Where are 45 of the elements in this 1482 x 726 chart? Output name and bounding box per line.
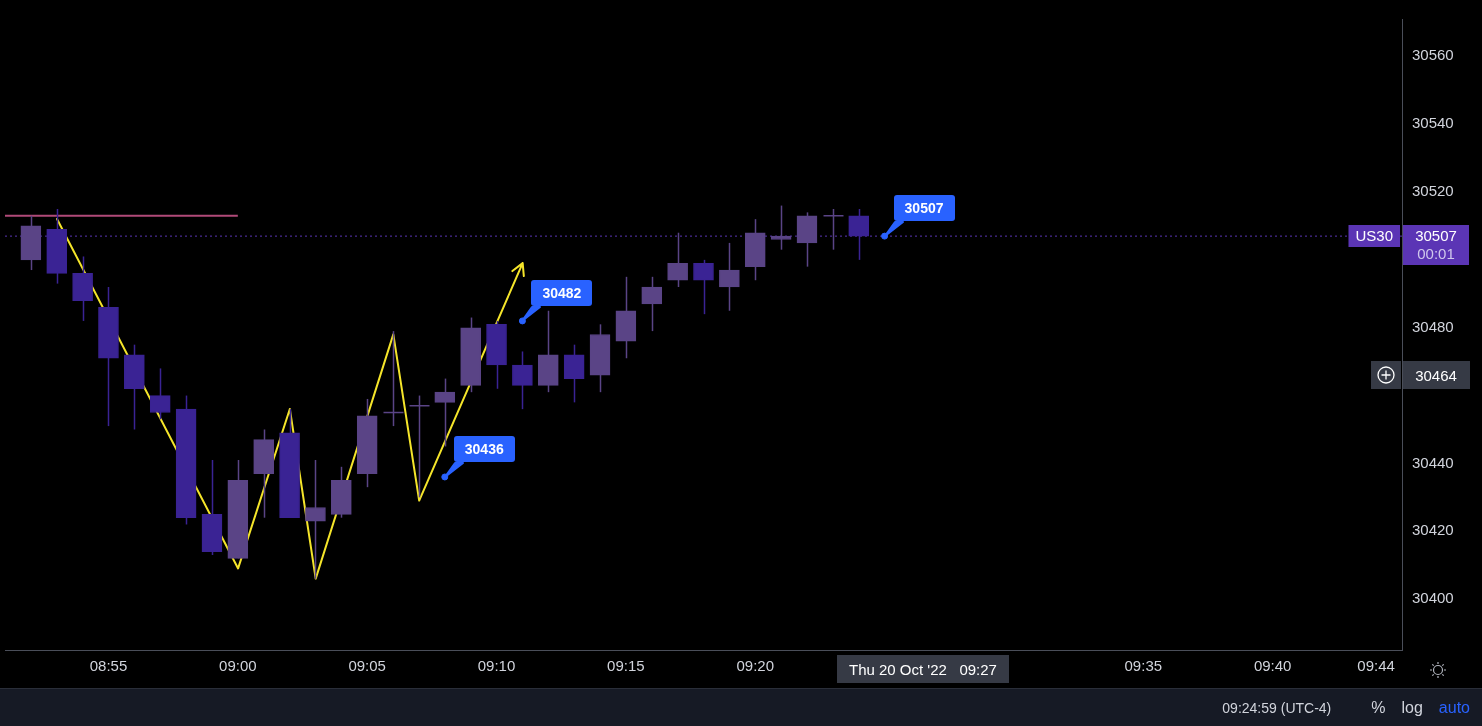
candlestick — [719, 242, 740, 312]
x-tick-label: 09:40 — [1253, 657, 1292, 675]
x-tick-label: 08:55 — [89, 657, 128, 675]
candlestick — [693, 259, 714, 315]
candlestick — [563, 343, 585, 404]
y-tick-label: 30480 — [1412, 317, 1454, 335]
candlestick — [822, 208, 845, 251]
x-tick-label: 09:44 — [1357, 657, 1395, 675]
point — [881, 232, 889, 240]
x-tick-label: 09:35 — [1124, 657, 1163, 675]
data-label: 30482 — [531, 279, 593, 306]
candlestick — [770, 204, 792, 251]
point — [441, 473, 449, 481]
text: 00:01 — [1417, 245, 1455, 263]
data-label: 30507 — [893, 195, 955, 222]
x-tick-label: 09:00 — [219, 657, 257, 675]
text: 30464 — [1402, 361, 1470, 389]
candlestick — [408, 394, 431, 499]
x-tick-label: 09:20 — [736, 657, 775, 675]
candlestick — [667, 231, 688, 288]
data-label: 30436 — [453, 435, 515, 462]
text: % — [1371, 698, 1386, 717]
candlestick — [149, 367, 171, 421]
y-tick-label: 30560 — [1412, 46, 1454, 64]
x-tick-label: 09:05 — [348, 657, 386, 675]
text: 09:24:59 (UTC-4) — [1222, 699, 1332, 716]
x-tick-label: 09:10 — [477, 657, 516, 675]
text: 30507 — [1415, 227, 1457, 245]
text: auto — [1438, 698, 1470, 717]
candlestick — [848, 208, 870, 261]
candlestick — [512, 350, 533, 410]
y-tick-label: 30400 — [1412, 589, 1454, 607]
y-tick-label: 30420 — [1412, 521, 1454, 539]
y-tick-label: 30440 — [1412, 453, 1454, 471]
candlestick — [382, 330, 405, 427]
y-tick-label: 30520 — [1412, 182, 1454, 200]
text: Thu 20 Oct '22 09:27 — [837, 655, 1009, 683]
point — [518, 317, 526, 325]
x-tick-label: 09:15 — [607, 657, 645, 675]
y-tick-label: 30540 — [1412, 114, 1454, 132]
candlestick — [434, 377, 456, 448]
ref-line-label: US30 — [1355, 227, 1393, 245]
text: log — [1401, 698, 1423, 717]
candlestick — [305, 459, 326, 580]
candlestick — [641, 276, 663, 332]
